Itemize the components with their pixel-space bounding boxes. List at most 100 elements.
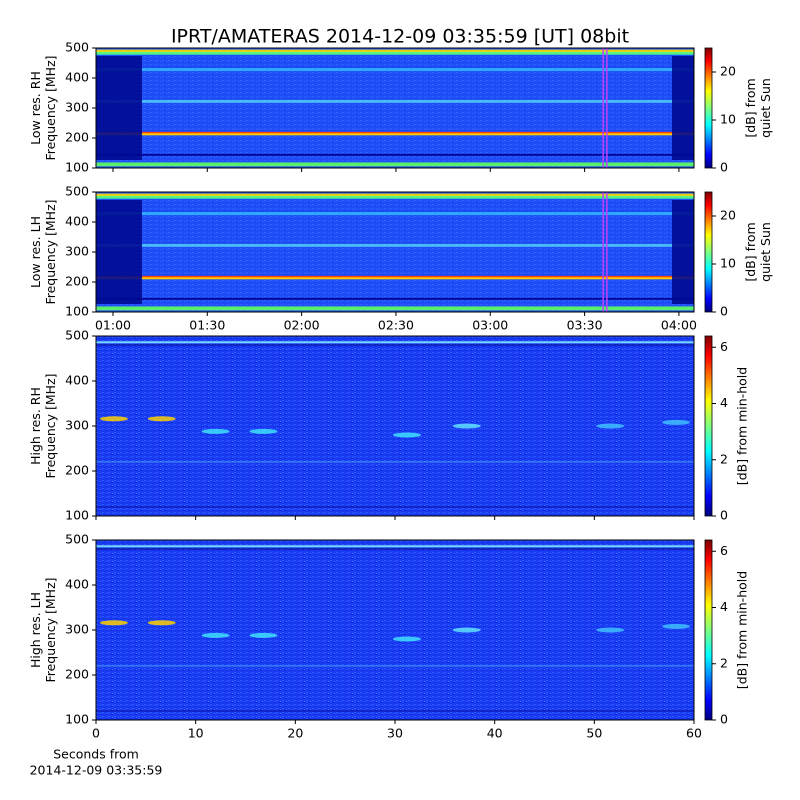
y-tick-label: 200 xyxy=(65,463,89,478)
spectrogram-bg xyxy=(96,48,694,168)
spectrogram-band xyxy=(96,51,694,55)
spectrogram-blob xyxy=(392,432,421,438)
colorbar-label: quiet Sun xyxy=(758,222,773,282)
spectrogram xyxy=(96,336,694,516)
spectrogram-blob xyxy=(452,423,481,429)
spectrogram-blob xyxy=(662,419,691,425)
y-tick-label: 100 xyxy=(65,712,89,727)
chart-title: IPRT/AMATERAS 2014-12-09 03:35:59 [UT] 0… xyxy=(171,26,629,48)
spectrogram-blob xyxy=(662,623,691,629)
colorbar-tick-label: 0 xyxy=(720,508,728,523)
spectrogram-band xyxy=(96,193,694,198)
colorbar-tick-label: 20 xyxy=(720,64,736,79)
spectrogram-band xyxy=(96,461,694,463)
colorbar-label: quiet Sun xyxy=(758,78,773,138)
colorbar-tick-label: 6 xyxy=(720,543,728,558)
spectrogram-band xyxy=(96,195,694,199)
spectrogram-blob xyxy=(147,620,176,626)
y-axis-label: Frequency [MHz] xyxy=(43,577,58,682)
spectrogram-band xyxy=(96,212,694,216)
spectrogram-off xyxy=(96,56,142,160)
spectrogram-band xyxy=(96,710,694,712)
colorbar-tick-label: 2 xyxy=(720,655,728,670)
y-tick-label: 500 xyxy=(65,40,89,55)
colorbar-tick-label: 4 xyxy=(720,395,728,410)
spectrogram xyxy=(96,540,694,720)
spectrogram-band xyxy=(96,276,694,280)
x-tick-label: 03:30 xyxy=(567,318,603,333)
spectrogram-off xyxy=(672,200,694,304)
x-tick-label: 02:30 xyxy=(378,318,414,333)
y-axis-label: Low res. RH xyxy=(28,71,43,145)
y-tick-label: 300 xyxy=(65,244,89,259)
spectrogram-blob xyxy=(596,423,625,429)
spectrogram-blob xyxy=(249,632,278,638)
y-tick-label: 400 xyxy=(65,70,89,85)
spectrogram-band xyxy=(96,153,694,156)
colorbar-tick-label: 0 xyxy=(720,304,728,319)
x-tick-label: 01:00 xyxy=(95,318,131,333)
colorbar-tick-label: 2 xyxy=(720,451,728,466)
x-axis-label: Seconds from xyxy=(53,747,139,762)
spectrogram-bg xyxy=(96,336,694,516)
spectrogram-band xyxy=(96,49,694,54)
spectrogram-bg xyxy=(96,192,694,312)
x-tick-label: 04:00 xyxy=(661,318,697,333)
colorbar-label: [dB] from min-hold xyxy=(735,571,750,689)
x-tick-label: 50 xyxy=(586,726,602,741)
spectrogram-band xyxy=(96,306,694,311)
y-tick-label: 100 xyxy=(65,304,89,319)
colorbar-label: [dB] from xyxy=(743,222,758,281)
x-axis-label: 2014-12-09 03:35:59 xyxy=(30,763,163,778)
spectrogram-bg xyxy=(96,540,694,720)
spectrogram-bg xyxy=(96,192,694,312)
y-tick-label: 300 xyxy=(65,622,89,637)
colorbar-label: [dB] from xyxy=(743,78,758,137)
colorbar xyxy=(704,335,713,517)
spectrogram xyxy=(96,192,694,312)
colorbar-tick-label: 4 xyxy=(720,599,728,614)
x-tick-label: 02:00 xyxy=(284,318,320,333)
colorbar xyxy=(704,539,713,721)
y-tick-label: 300 xyxy=(65,100,89,115)
colorbar xyxy=(704,47,713,169)
y-axis-label: High res. RH xyxy=(28,387,43,465)
y-tick-label: 300 xyxy=(65,418,89,433)
x-tick-label: 60 xyxy=(686,726,702,741)
spectrogram-blob xyxy=(596,627,625,633)
colorbar-tick-label: 0 xyxy=(720,712,728,727)
y-tick-label: 100 xyxy=(65,160,89,175)
spectrogram-band xyxy=(96,99,694,103)
y-tick-label: 500 xyxy=(65,328,89,343)
spectrogram-blob xyxy=(452,627,481,633)
x-tick-label: 01:30 xyxy=(189,318,225,333)
spectrogram-blob xyxy=(392,636,421,642)
spectrogram-off xyxy=(96,200,142,304)
x-tick-label: 03:00 xyxy=(472,318,508,333)
spectrogram-blob xyxy=(99,620,128,626)
spectrogram-blob xyxy=(147,416,176,422)
spectrogram-band xyxy=(96,665,694,667)
spectrogram-band xyxy=(96,545,694,548)
y-axis-label: Low res. LH xyxy=(28,216,43,288)
y-tick-label: 500 xyxy=(65,532,89,547)
spectrogram-band xyxy=(96,297,694,300)
y-tick-label: 400 xyxy=(65,373,89,388)
x-tick-label: 40 xyxy=(487,726,503,741)
colorbar-tick-label: 10 xyxy=(720,112,736,127)
spectrogram-blob xyxy=(99,416,128,422)
y-tick-label: 500 xyxy=(65,184,89,199)
spectrogram-band xyxy=(96,132,694,136)
spectrogram-band xyxy=(96,68,694,72)
y-axis-label: Frequency [MHz] xyxy=(43,199,58,304)
y-axis-label: High res. LH xyxy=(28,592,43,668)
y-axis-label: Frequency [MHz] xyxy=(43,373,58,478)
y-tick-label: 400 xyxy=(65,577,89,592)
spectrogram-blob xyxy=(201,428,230,434)
x-tick-label: 10 xyxy=(188,726,204,741)
spectrogram-bg xyxy=(96,48,694,168)
colorbar-tick-label: 10 xyxy=(720,256,736,271)
colorbar xyxy=(704,191,713,313)
spectrogram-off xyxy=(672,56,694,160)
